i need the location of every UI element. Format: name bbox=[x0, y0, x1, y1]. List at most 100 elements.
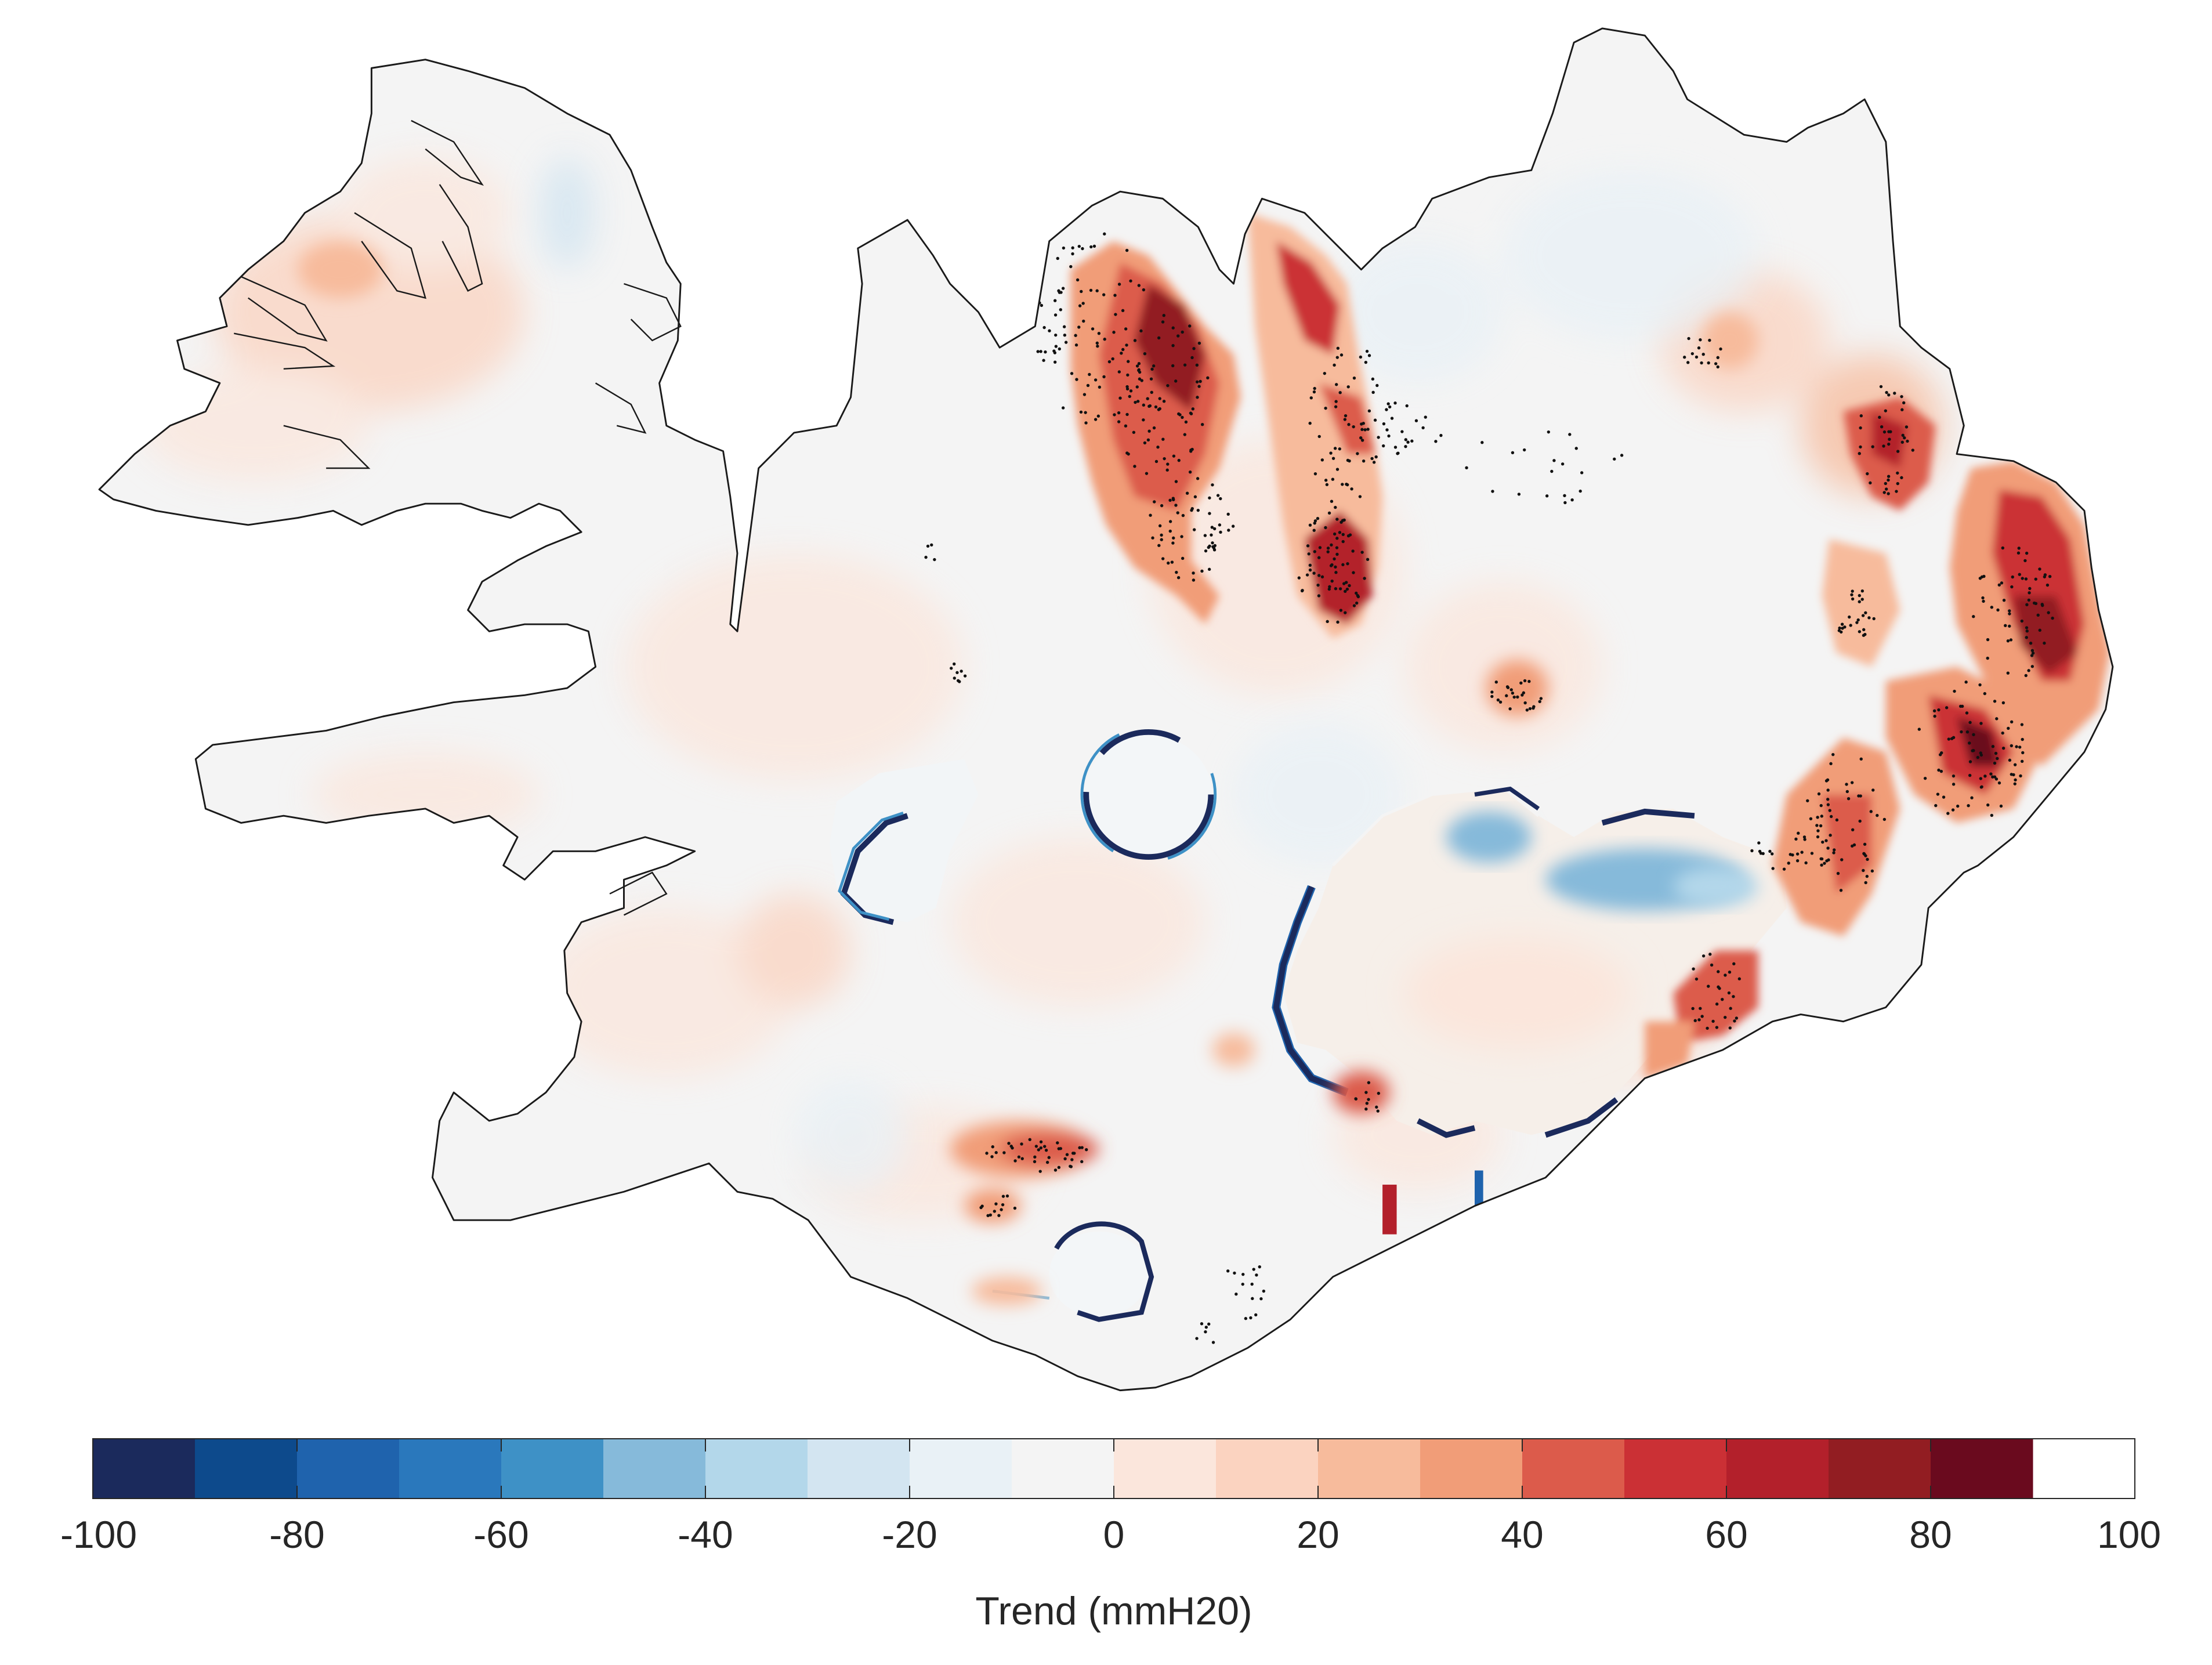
significance-dot bbox=[1190, 356, 1194, 360]
significance-dot bbox=[2001, 746, 2005, 750]
significance-dot bbox=[1797, 831, 1800, 835]
significance-dot bbox=[1851, 589, 1854, 593]
significance-dot bbox=[1048, 329, 1051, 332]
significance-dot bbox=[1896, 471, 1899, 475]
significance-dot bbox=[1162, 400, 1166, 403]
significance-dot bbox=[1516, 695, 1519, 699]
significance-dot bbox=[1989, 772, 1993, 776]
colorbar-bin bbox=[910, 1439, 1012, 1498]
significance-dot bbox=[1335, 468, 1339, 471]
significance-dot bbox=[1359, 436, 1363, 440]
significance-dot bbox=[2015, 745, 2018, 748]
significance-dot bbox=[1200, 423, 1204, 426]
significance-dot bbox=[1817, 792, 1821, 796]
significance-dot bbox=[1845, 783, 1848, 786]
significance-dot bbox=[1362, 422, 1365, 425]
significance-dot bbox=[1862, 634, 1866, 637]
significance-dot bbox=[1160, 538, 1163, 541]
significance-dot bbox=[1172, 454, 1176, 458]
significance-dot bbox=[1183, 433, 1187, 436]
significance-dot bbox=[1858, 630, 1862, 634]
significance-dot bbox=[1936, 792, 1940, 796]
significance-dot bbox=[1728, 1026, 1732, 1030]
significance-dot bbox=[1364, 360, 1368, 364]
significance-dot bbox=[1376, 1109, 1380, 1113]
significance-dot bbox=[1721, 997, 1724, 1001]
significance-dot bbox=[2031, 651, 2035, 655]
significance-dot bbox=[1200, 1322, 1204, 1326]
significance-dot bbox=[1325, 483, 1329, 487]
significance-dot bbox=[2020, 619, 2024, 623]
significance-dot bbox=[1950, 737, 1954, 740]
significance-dot bbox=[1523, 679, 1527, 683]
significance-dot bbox=[1094, 378, 1098, 382]
significance-dot bbox=[1231, 524, 1235, 528]
significance-dot bbox=[1938, 753, 1942, 757]
significance-dot bbox=[1308, 568, 1312, 572]
significance-dot bbox=[2001, 731, 2004, 735]
significance-dot bbox=[1184, 420, 1188, 424]
significance-dot bbox=[1161, 437, 1165, 441]
significance-dot bbox=[960, 669, 963, 673]
significance-dot bbox=[1872, 617, 1876, 621]
colorbar-tick-label: 60 bbox=[1705, 1513, 1747, 1556]
significance-dot bbox=[1160, 533, 1163, 537]
significance-dot bbox=[1153, 500, 1156, 504]
significance-dot bbox=[1354, 1097, 1358, 1101]
significance-dot bbox=[1084, 421, 1088, 425]
significance-dot bbox=[1708, 953, 1712, 956]
significance-dot bbox=[1163, 457, 1166, 461]
significance-dot bbox=[1157, 544, 1161, 547]
significance-dot bbox=[1171, 541, 1175, 545]
colorbar-bin bbox=[808, 1439, 910, 1498]
significance-dot bbox=[1937, 708, 1941, 712]
significance-dot bbox=[1972, 733, 1975, 737]
significance-dot bbox=[1335, 546, 1339, 549]
significance-dot bbox=[1410, 439, 1414, 443]
significance-dot bbox=[1937, 768, 1941, 772]
significance-dot bbox=[1063, 334, 1067, 337]
significance-dot bbox=[1017, 1155, 1021, 1159]
significance-dot bbox=[1851, 597, 1855, 601]
significance-dot bbox=[1195, 1337, 1199, 1340]
significance-dot bbox=[1701, 353, 1705, 356]
significance-dot bbox=[979, 1206, 983, 1210]
significance-dot bbox=[1863, 842, 1867, 846]
significance-dot bbox=[1800, 850, 1804, 854]
significance-dot bbox=[1856, 618, 1860, 622]
significance-dot bbox=[1900, 476, 1903, 480]
significance-dot bbox=[1370, 457, 1374, 461]
significance-dot bbox=[1365, 349, 1369, 353]
significance-dot bbox=[1994, 777, 1999, 781]
significance-dot bbox=[994, 1202, 998, 1206]
significance-dot bbox=[1308, 421, 1312, 425]
colorbar-bin bbox=[1420, 1439, 1523, 1498]
significance-dot bbox=[1165, 468, 1169, 472]
significance-dot bbox=[1096, 414, 1100, 418]
significance-dot bbox=[1933, 714, 1936, 718]
colorbar-bin bbox=[1726, 1439, 1829, 1498]
significance-dot bbox=[1864, 611, 1867, 614]
significance-dot bbox=[1829, 834, 1832, 837]
significance-dot bbox=[1771, 867, 1775, 870]
significance-dot bbox=[1339, 520, 1343, 524]
significance-dot bbox=[1208, 512, 1211, 515]
significance-dot bbox=[1826, 778, 1830, 781]
significance-dot bbox=[1806, 799, 1809, 802]
significance-dot bbox=[1312, 571, 1316, 575]
significance-dot bbox=[1363, 577, 1366, 580]
significance-dot bbox=[1001, 1203, 1005, 1207]
significance-dot bbox=[1816, 835, 1820, 839]
significance-dot bbox=[1189, 448, 1193, 452]
significance-dot bbox=[1192, 578, 1196, 582]
significance-dot bbox=[1188, 324, 1192, 328]
significance-dot bbox=[1125, 343, 1128, 347]
significance-dot bbox=[1968, 760, 1972, 763]
significance-dot bbox=[1827, 858, 1830, 862]
significance-dot bbox=[1794, 837, 1798, 841]
significance-dot bbox=[1160, 504, 1164, 508]
significance-dot bbox=[1346, 458, 1350, 462]
significance-dot bbox=[1154, 459, 1159, 464]
significance-dot bbox=[1826, 803, 1830, 806]
significance-dot bbox=[2034, 577, 2037, 581]
